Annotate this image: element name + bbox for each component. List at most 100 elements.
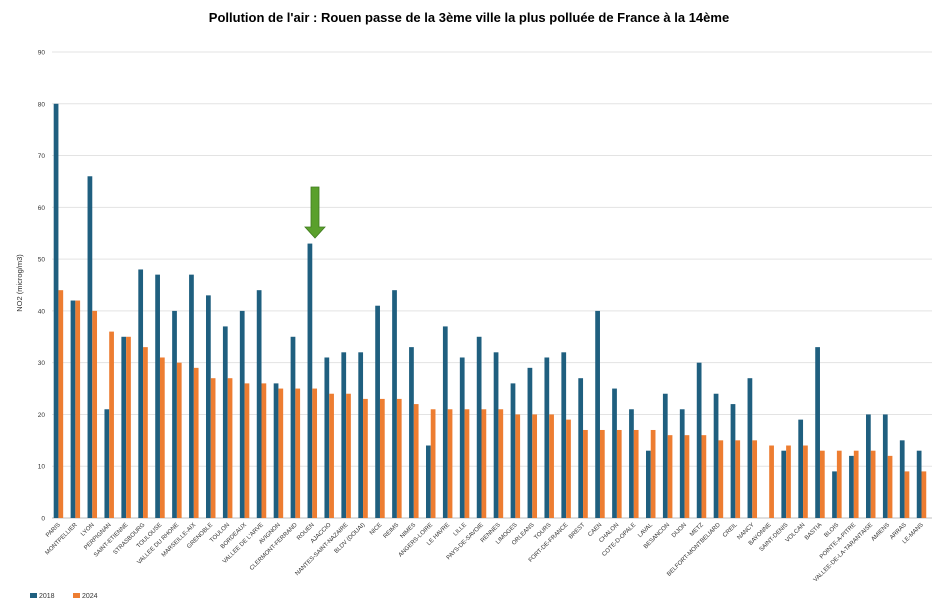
bar-2018-metz <box>696 362 702 518</box>
chart-title: Pollution de l'air : Rouen passe de la 3… <box>208 10 730 25</box>
x-category-label: REIMS <box>383 522 401 540</box>
bar-2018-orleans <box>527 367 533 518</box>
x-category-label: LYON <box>80 522 95 537</box>
x-category-label: COTE-D-OPALE <box>601 522 637 558</box>
bar-2018-belfort-montbeliard <box>713 393 719 518</box>
x-category-label: BLDV (DOUAI) <box>334 522 367 555</box>
bar-2018-bastia <box>815 347 820 518</box>
y-tick-label: 10 <box>38 464 46 471</box>
bar-2024-chalon <box>616 429 622 518</box>
y-tick-label: 50 <box>38 257 46 264</box>
bar-2024-tours <box>549 414 554 518</box>
bar-2024-strasbourg <box>143 347 148 518</box>
bar-2024-bayonne <box>769 445 774 518</box>
bar-2018-toulouse <box>155 274 160 518</box>
y-tick-label: 60 <box>38 205 46 212</box>
bar-2024-toulouse <box>159 357 165 518</box>
bar-2018-bordeaux <box>239 310 245 518</box>
bar-2018-perpignan <box>104 409 110 518</box>
x-category-label: LILLE <box>453 522 468 537</box>
bar-2018-saint-etienne <box>121 336 127 518</box>
bar-2018-avignon <box>273 383 279 518</box>
bar-2018-nice <box>375 305 380 518</box>
bar-2018-strasbourg <box>138 269 144 518</box>
bar-2024-rouen <box>312 388 318 518</box>
x-category-label: NICE <box>369 522 383 536</box>
bar-2018-nantes-saint-nazaire <box>341 352 347 518</box>
bar-2024-le-havre <box>447 409 453 518</box>
y-tick-label: 40 <box>38 308 46 315</box>
bar-2024-volcan <box>803 445 808 518</box>
bar-2024-creil <box>735 440 741 518</box>
bar-2018-bldv-douai- <box>358 352 364 518</box>
y-axis-title: NO2 (microg/m3) <box>15 254 24 312</box>
bar-2018-reims <box>392 290 397 518</box>
bar-2024-arras <box>904 471 910 518</box>
bar-2024-grenoble <box>210 378 216 518</box>
bar-2018-dijon <box>679 409 685 518</box>
bar-2018-creil <box>730 404 736 518</box>
bar-2018-montpellier <box>70 300 76 518</box>
y-tick-label: 70 <box>38 153 46 160</box>
bar-2018-laval <box>646 450 651 518</box>
bar-2018-nancy <box>747 378 753 518</box>
bar-2024-nantes-saint-nazaire <box>346 393 351 518</box>
legend-label-2018: 2018 <box>39 593 55 600</box>
bar-2024-le-mans <box>921 471 927 518</box>
x-category-label: AMIENS <box>871 522 892 543</box>
bar-2018-arras <box>899 440 905 518</box>
bar-2024-paris <box>58 290 64 518</box>
bar-2018-toulon <box>222 326 228 518</box>
bar-2018-nimes <box>409 347 414 518</box>
bar-2024-brest <box>583 429 588 518</box>
bar-2024-laval <box>650 429 656 518</box>
bar-2024-perpignan <box>109 331 114 518</box>
bar-2018-le-mans <box>916 450 922 518</box>
bar-2018-grenoble <box>206 295 211 518</box>
bar-2024-rennes <box>498 409 504 518</box>
bar-2018-besancon <box>662 393 668 518</box>
bar-2018-ajaccio <box>324 357 330 518</box>
y-tick-label: 0 <box>41 516 45 523</box>
bar-2024-orleans <box>532 414 538 518</box>
bar-2018-clermont-ferrand <box>290 336 296 518</box>
bar-2024-clermont-ferrand <box>295 388 301 518</box>
x-category-label: CAEN <box>587 522 603 538</box>
bar-2024-dijon <box>684 435 690 518</box>
bar-2018-lille <box>459 357 465 518</box>
bar-2018-brest <box>578 378 584 518</box>
rouen-highlight-arrow-icon <box>304 186 326 239</box>
bar-2018-saint-denis <box>781 450 787 518</box>
bar-2024-toulon <box>227 378 233 518</box>
bar-2024-pays-de-savoie <box>481 409 487 518</box>
bar-2024-vallee-de-l-arve <box>261 383 267 518</box>
bar-2024-limoges <box>515 414 521 518</box>
bar-2024-fort-de-france <box>566 419 571 518</box>
bar-2024-montpellier <box>75 300 81 518</box>
bar-2018-amiens <box>882 414 888 518</box>
y-tick-label: 90 <box>38 50 46 57</box>
arrow-down-icon <box>304 186 326 239</box>
bar-2024-belfort-montbeliard <box>718 440 724 518</box>
bar-2024-cote-d-opale <box>633 429 639 518</box>
y-tick-label: 20 <box>38 412 46 419</box>
bar-2024-pointe-a-pitre <box>853 450 859 518</box>
bar-2018-caen <box>595 310 600 518</box>
bar-2024-lille <box>464 409 470 518</box>
bar-2018-pointe-a-pitre <box>849 455 854 518</box>
bar-2018-vallee-de-l-arve <box>256 290 262 518</box>
bar-2018-marseille-aix <box>189 274 194 518</box>
x-category-label: MONTPELLIER <box>45 522 80 557</box>
bar-2024-caen <box>599 429 605 518</box>
legend-swatch-2024 <box>73 593 80 598</box>
bar-2018-cote-d-opale <box>629 409 634 518</box>
bar-2024-metz <box>701 435 707 518</box>
bar-2018-paris <box>53 103 59 518</box>
bar-2024-vallee-de-la-tarantaise <box>870 450 876 518</box>
bar-2018-chalon <box>612 388 617 518</box>
bar-2018-fort-de-france <box>561 352 567 518</box>
y-tick-label: 30 <box>38 360 46 367</box>
x-category-label: METZ <box>689 522 705 538</box>
y-axis-ticks: 0 10 20 30 40 50 60 70 80 90 <box>38 50 46 523</box>
